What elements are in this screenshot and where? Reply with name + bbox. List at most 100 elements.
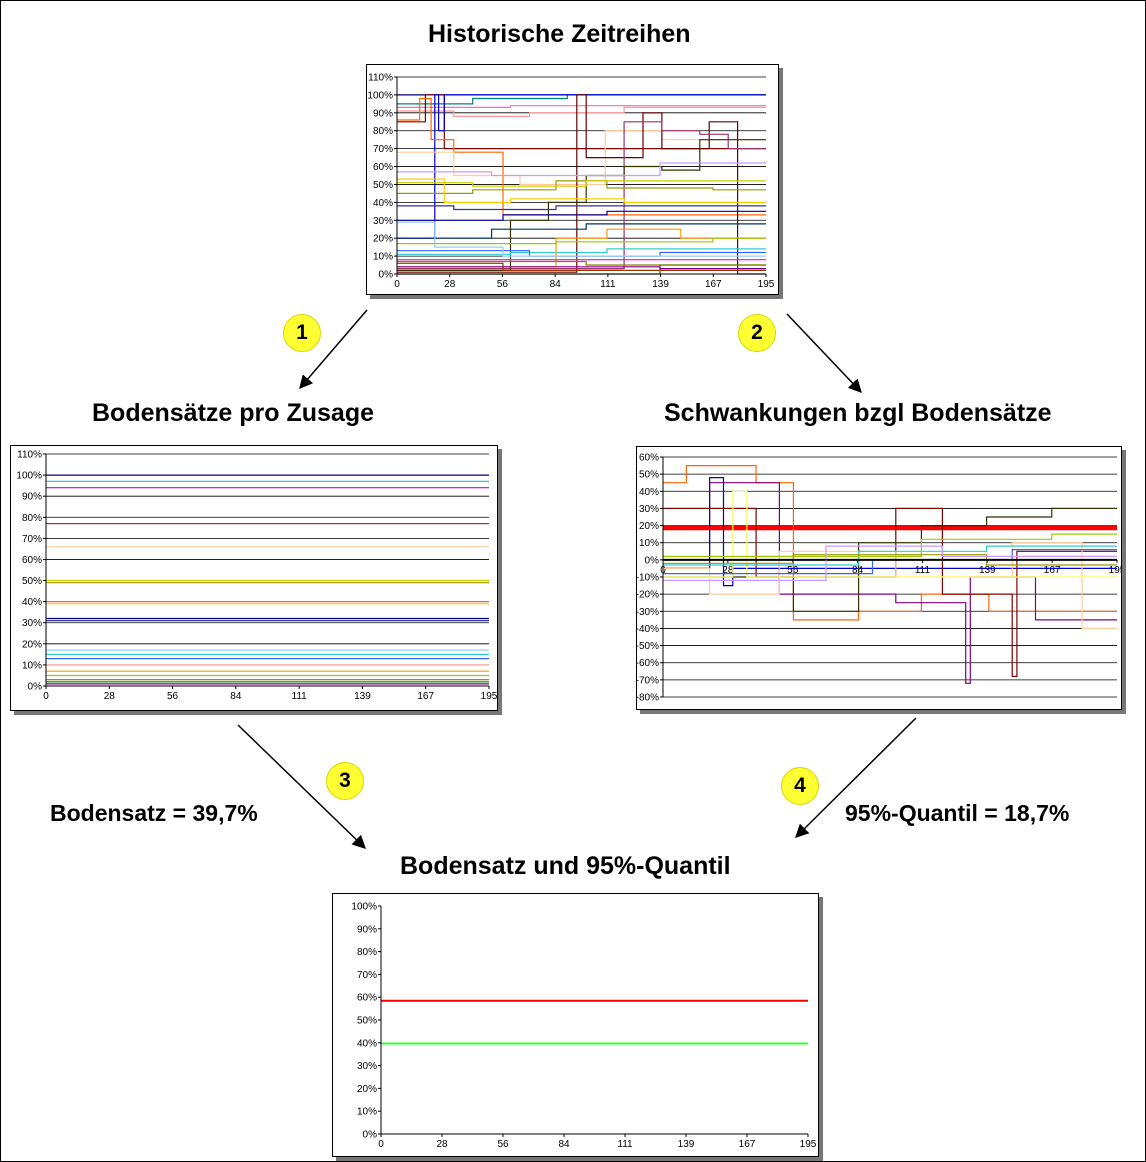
x-tick-label: 84: [230, 691, 242, 702]
x-tick-label: 111: [915, 565, 931, 576]
arrow-4: [795, 717, 917, 838]
series-line: [397, 97, 766, 216]
chart-historische-zeitreihen: 0% 10% 20% 30% 40% 50% 60% 70% 80% 90% 100% 110% 0 28…: [366, 64, 779, 295]
series-line: [663, 554, 1117, 566]
step-badge-2: 2: [738, 314, 776, 352]
series-line: [397, 210, 766, 221]
x-tick-label: 139: [354, 691, 371, 702]
y-tick-label: 30%: [357, 1061, 377, 1072]
y-tick-label: 60%: [639, 453, 659, 464]
heading-schwankungen: Schwankungen bzgl Bodensätze: [664, 399, 1052, 427]
x-tick-label: 28: [104, 691, 116, 702]
series-line: [397, 130, 766, 186]
x-tick-label: 195: [800, 1139, 817, 1150]
y-tick-label: 50%: [357, 1016, 377, 1027]
y-tick-label: 30%: [373, 216, 393, 227]
series-line: [397, 106, 766, 117]
series-line: [663, 490, 1117, 578]
x-tick-label: 167: [705, 279, 722, 290]
arrow-1: [299, 309, 368, 390]
x-tick-label: 56: [497, 279, 509, 290]
y-tick-label: 50%: [22, 576, 42, 587]
x-tick-label: 84: [558, 1139, 570, 1150]
x-tick-label: 167: [1044, 565, 1061, 576]
series-line: [663, 545, 1117, 581]
step-badge-1: 1: [283, 314, 321, 352]
y-tick-label: 40%: [357, 1038, 377, 1049]
x-tick-label: 195: [481, 691, 497, 702]
label-quantil: 95%-Quantil = 18,7%: [845, 800, 1070, 826]
series-line: [397, 94, 766, 105]
x-tick-label: 84: [550, 279, 562, 290]
step-badge-4: 4: [781, 767, 819, 805]
y-tick-label: 0%: [379, 270, 394, 281]
y-tick-label: 100%: [16, 471, 42, 482]
y-tick-label: 90%: [22, 492, 42, 503]
series-line: [663, 507, 1117, 612]
x-tick-label: 167: [739, 1139, 756, 1150]
y-tick-label: 20%: [22, 639, 42, 650]
y-tick-label: 60%: [373, 162, 393, 173]
arrow-2: [786, 313, 862, 393]
y-tick-label: 20%: [373, 234, 393, 245]
series-line: [397, 94, 766, 239]
y-tick-label: 50%: [373, 180, 393, 191]
x-tick-label: 195: [758, 279, 775, 290]
x-tick-label: 56: [497, 1139, 509, 1150]
y-tick-label: 0%: [28, 682, 43, 693]
heading-bodensatz-und-quantil: Bodensatz und 95%-Quantil: [400, 852, 731, 880]
series-line: [397, 221, 766, 257]
series-line: [397, 266, 766, 270]
x-tick-label: 167: [417, 691, 434, 702]
y-tick-label: 110%: [17, 450, 42, 461]
chart-bodensaetze-pro-zusage: 0% 10% 20% 30% 40% 50% 60% 70% 80% 90% 100% 110% 0 28…: [10, 445, 498, 711]
x-tick-label: 111: [292, 691, 308, 702]
schwankungen-svg: -80% -70% -60% -50% -40% -30% -20% -10% 0% 10% 20%…: [637, 453, 1121, 704]
series-line: [663, 533, 1117, 557]
x-tick-label: 111: [617, 1139, 633, 1150]
y-tick-label: 20%: [639, 521, 659, 532]
y-tick-label: -70%: [637, 675, 659, 686]
y-tick-label: 90%: [373, 108, 393, 119]
x-tick-label: 0: [378, 1139, 384, 1150]
y-tick-label: 0%: [645, 555, 660, 566]
y-tick-label: 80%: [22, 513, 42, 524]
x-tick-label: 0: [394, 279, 400, 290]
y-tick-label: 80%: [357, 947, 377, 958]
label-bodensatz: Bodensatz = 39,7%: [50, 800, 258, 826]
y-tick-label: 10%: [357, 1107, 377, 1118]
series-line: [397, 105, 766, 108]
y-tick-label: -80%: [637, 693, 659, 704]
y-tick-label: 70%: [357, 970, 377, 981]
y-tick-label: 10%: [22, 660, 42, 671]
series-line: [397, 250, 766, 257]
bodensatz-und-quantil-svg: 0% 10% 20% 30% 40% 50% 60% 70% 80% 90% 100% 0 28 56 84…: [351, 902, 817, 1151]
historische-zeitreihen-svg: 0% 10% 20% 30% 40% 50% 60% 70% 80% 90% 100% 110% 0 28…: [367, 73, 775, 291]
series-line: [397, 260, 766, 266]
x-tick-label: 28: [436, 1139, 448, 1150]
x-tick-label: 195: [1109, 565, 1121, 576]
step-badge-3: 3: [326, 762, 364, 800]
series-line: [397, 248, 766, 255]
y-tick-label: 20%: [357, 1084, 377, 1095]
y-tick-label: 50%: [639, 470, 659, 481]
y-tick-label: 40%: [639, 487, 659, 498]
series-line: [397, 94, 766, 275]
y-tick-label: 110%: [368, 73, 393, 84]
y-tick-label: 10%: [373, 252, 393, 263]
series-line: [663, 507, 1117, 677]
series-line: [397, 237, 766, 245]
y-tick-label: -50%: [637, 641, 659, 652]
series-line: [397, 121, 766, 270]
x-tick-label: 139: [979, 565, 996, 576]
series-line: [663, 545, 1117, 566]
y-tick-label: -20%: [637, 590, 659, 601]
series-line: [663, 482, 1117, 684]
y-tick-label: 60%: [357, 993, 377, 1004]
y-tick-label: 70%: [22, 534, 42, 545]
y-tick-label: -40%: [637, 624, 659, 635]
y-tick-label: 0%: [363, 1130, 378, 1141]
y-tick-label: 30%: [639, 504, 659, 515]
heading-historische-zeitreihen: Historische Zeitreihen: [428, 20, 691, 48]
y-tick-label: 100%: [351, 902, 377, 913]
